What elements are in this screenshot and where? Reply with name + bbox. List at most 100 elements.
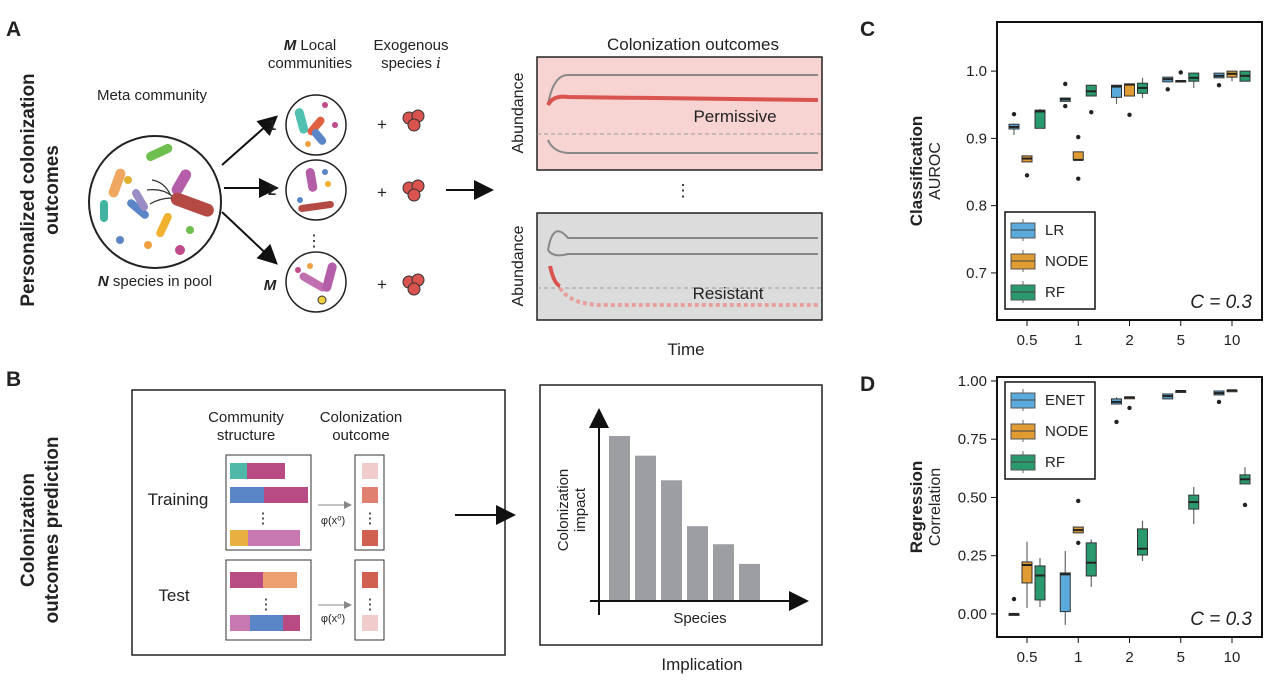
impact-bars	[609, 436, 760, 600]
test-structure: ⋮	[225, 559, 312, 641]
structure-header-line1: Community	[208, 409, 284, 426]
svg-text:⋮: ⋮	[259, 596, 274, 613]
box-node	[1226, 389, 1238, 393]
test-label: Test	[158, 586, 189, 605]
box-node	[1175, 389, 1187, 393]
y-tick-label: 0.25	[958, 548, 987, 565]
annotation: C = 0.3	[1190, 609, 1252, 630]
outlier-point	[1216, 399, 1222, 405]
box-node	[1072, 134, 1084, 181]
x-tick-label: 0.5	[1017, 649, 1038, 666]
outlier-point	[1076, 134, 1081, 140]
local-community-m	[285, 251, 347, 313]
box-rf	[1034, 558, 1046, 607]
y-tick-label: 0.9	[966, 130, 987, 147]
y-tick-label: 0.7	[966, 265, 987, 282]
box-enet	[1111, 397, 1122, 425]
exogenous-species-icons	[402, 109, 425, 296]
community-label-m: M	[264, 277, 277, 294]
y-tick-label: 0.50	[958, 489, 987, 506]
x-tick-label: 0.5	[1017, 332, 1038, 349]
box-rf	[1239, 70, 1251, 82]
outcome-header-line2: outcome	[332, 427, 390, 444]
outlier-point	[1178, 70, 1183, 75]
y-axis-title: Regression	[907, 461, 926, 554]
box-body	[1111, 84, 1122, 98]
box-body	[1021, 561, 1033, 584]
box-body	[1034, 109, 1046, 129]
abundance-label-top: Abundance	[510, 72, 527, 153]
box-rf	[1137, 77, 1148, 99]
distribution-arrows	[221, 115, 279, 265]
annotation: C = 0.3	[1190, 292, 1252, 313]
box-rf	[1188, 486, 1200, 525]
y-tick-label: 0.00	[958, 606, 987, 623]
y-tick-label: 0.75	[958, 431, 987, 448]
outlier-point	[1242, 502, 1248, 508]
svg-text:+: +	[377, 115, 387, 134]
phi-label-test: φ(x⁰)	[321, 613, 345, 625]
box-node	[1072, 498, 1084, 546]
impact-label-line2: impact	[572, 487, 589, 532]
side-title-b-line2: outcomes prediction	[42, 437, 63, 624]
y-tick-label: 1.00	[958, 373, 987, 390]
box-lr	[1162, 76, 1174, 92]
outlier-point	[1063, 103, 1068, 109]
panel-letter-a: A	[6, 18, 21, 41]
species-pool-label: N species in pool	[98, 273, 212, 290]
impact-bar	[661, 480, 682, 600]
permissive-label: Permissive	[693, 107, 776, 126]
outlier-point	[1127, 112, 1132, 118]
prediction-box	[131, 389, 506, 656]
box-node	[1226, 70, 1238, 82]
time-label: Time	[667, 340, 704, 359]
permissive-plot: Permissive Abundance	[510, 56, 823, 171]
legend-label: LR	[1045, 222, 1064, 239]
y-axis-label: AUROC	[927, 142, 944, 200]
box-rf	[1239, 467, 1251, 508]
exogenous-title-line2: species i	[381, 54, 441, 72]
box-enet	[1162, 393, 1174, 400]
training-structure: ⋮	[225, 454, 312, 551]
box-node	[1021, 541, 1033, 608]
box-rf	[1034, 108, 1046, 129]
impact-bar	[713, 544, 734, 600]
box-lr	[1059, 81, 1071, 109]
x-tick-label: 10	[1224, 649, 1241, 666]
outlier-point	[1076, 498, 1081, 504]
legend-label: ENET	[1045, 392, 1085, 409]
communities-ellipsis: ⋮	[306, 233, 322, 250]
box-body	[1124, 83, 1135, 97]
x-tick-label: 10	[1224, 332, 1241, 349]
legend-label: NODE	[1045, 253, 1088, 270]
legend: LR NODE RF	[1004, 211, 1096, 310]
outlier-point	[1011, 596, 1017, 602]
box-rf	[1188, 72, 1200, 88]
outcome-header-line1: Colonization	[320, 409, 403, 426]
box-body	[1059, 572, 1071, 613]
outlier-point	[1089, 109, 1094, 115]
chart-classification: C Classification AUROC 0.7 0.8 0.9 1.0 0.5 1 2 5 10…	[860, 18, 1263, 349]
svg-text:⋮: ⋮	[256, 510, 271, 527]
community-label-2: 2	[268, 182, 276, 199]
x-tick-label: 5	[1177, 649, 1185, 666]
box-lr	[1008, 111, 1020, 136]
outcomes-title: Colonization outcomes	[607, 35, 779, 54]
panel-b: B Colonization outcomes prediction Commu…	[6, 368, 823, 674]
y-tick-label: 0.8	[966, 198, 987, 215]
outlier-point	[1165, 87, 1170, 92]
box-node	[1175, 70, 1187, 83]
box-rf	[1137, 520, 1148, 562]
legend-label: RF	[1045, 454, 1065, 471]
panel-letter-b: B	[6, 368, 21, 391]
outlier-point	[1114, 419, 1119, 425]
legend-label: NODE	[1045, 423, 1088, 440]
svg-text:+: +	[377, 183, 387, 202]
outlier-point	[1011, 111, 1017, 117]
abundance-label-bottom: Abundance	[510, 225, 527, 306]
side-title-a-line2: outcomes	[42, 145, 63, 235]
meta-community-label: Meta community	[97, 87, 208, 104]
side-title-b-line1: Colonization	[18, 473, 39, 587]
phi-label-training: φ(x⁰)	[321, 515, 345, 527]
